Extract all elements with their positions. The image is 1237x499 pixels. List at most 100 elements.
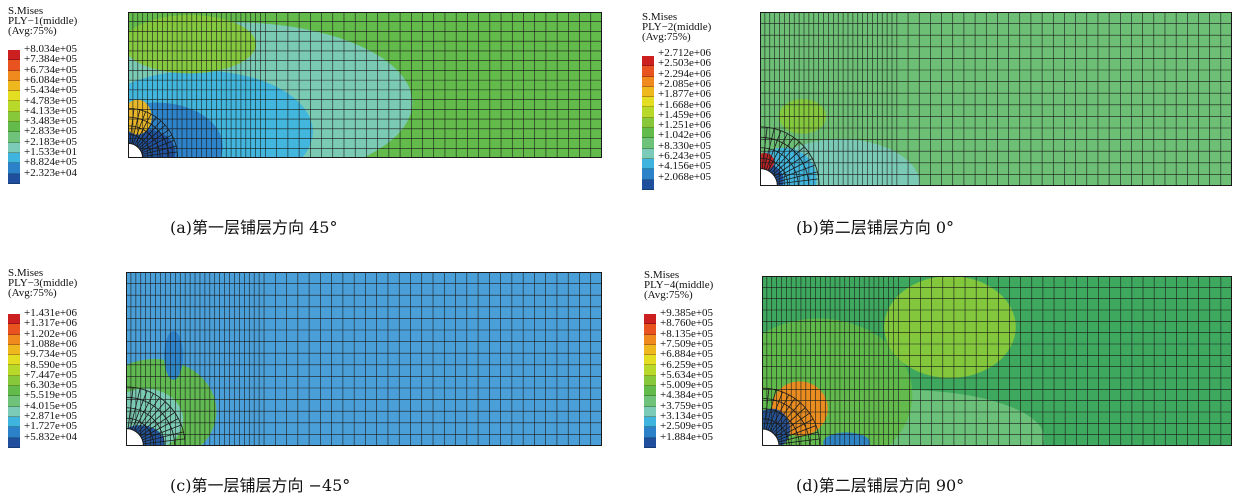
caption: (d)第二层铺层方向 90° xyxy=(796,476,965,495)
legend-color-swatch xyxy=(642,66,654,77)
legend-value: +4.384e+05 xyxy=(660,389,714,402)
legend-title-line: (Avg:75%) xyxy=(8,25,57,37)
legend-value: +1.727e+05 xyxy=(24,420,78,433)
stress-contour-mesh xyxy=(128,12,602,158)
legend-color-swatch xyxy=(8,101,20,112)
legend-title-line: PLY−1(middle) xyxy=(8,15,78,27)
mesh-grid xyxy=(128,12,602,158)
legend-color-swatch xyxy=(642,107,654,118)
legend-color-swatch xyxy=(8,60,20,71)
legend-color-swatch xyxy=(8,355,20,366)
legend-value: +6.884e+05 xyxy=(660,348,714,361)
legend-value: +1.431e+06 xyxy=(24,307,78,319)
legend-color-swatch xyxy=(8,416,20,428)
legend-value: +8.034e+05 xyxy=(24,43,78,55)
legend-title-line: S.Mises xyxy=(644,269,680,281)
legend-color-swatch xyxy=(642,76,654,87)
legend-color-swatch xyxy=(642,138,654,149)
legend-color-swatch xyxy=(644,375,656,387)
mesh-grid xyxy=(126,272,602,446)
legend-value: +1.317e+06 xyxy=(24,317,78,330)
legend-value: +2.871e+05 xyxy=(24,410,78,422)
legend-color-swatch xyxy=(8,314,20,325)
legend-color-swatch xyxy=(8,173,20,184)
legend-value: +6.084e+05 xyxy=(24,73,78,86)
legend-value: +4.783e+05 xyxy=(24,94,78,107)
legend-color-swatch xyxy=(644,344,656,356)
legend-title-line: (Avg:75%) xyxy=(644,289,693,301)
legend: S.Mises PLY−4(middle) (Avg:75%) +9.385e+… xyxy=(644,269,714,448)
legend-color-swatch xyxy=(642,117,654,129)
legend-value: +1.251e+06 xyxy=(658,119,712,132)
stress-contour-mesh xyxy=(126,272,602,446)
legend-value: +6.259e+05 xyxy=(660,358,714,371)
legend-value: +8.135e+05 xyxy=(660,327,714,340)
color-scale-bar xyxy=(8,50,20,184)
legend-title-line: S.Mises xyxy=(8,267,44,279)
legend-value: +4.156e+05 xyxy=(658,160,712,173)
legend-color-swatch xyxy=(642,148,654,159)
legend-color-swatch xyxy=(8,142,20,153)
legend-color-swatch xyxy=(8,132,20,143)
legend-color-swatch xyxy=(8,50,20,61)
legend-value: +3.134e+05 xyxy=(660,410,714,422)
legend-value: +8.330e+05 xyxy=(658,139,712,152)
legend-color-swatch xyxy=(644,365,656,376)
caption: (b)第二层铺层方向 0° xyxy=(796,218,954,237)
legend-value: +5.009e+05 xyxy=(660,379,714,392)
legend-color-swatch xyxy=(8,70,20,81)
legend: S.Mises PLY−3(middle) (Avg:75%) +1.431e+… xyxy=(8,267,77,448)
mesh-grid xyxy=(762,276,1232,446)
legend-color-swatch xyxy=(8,111,20,123)
legend-color-swatch xyxy=(642,86,654,98)
legend-color-swatch xyxy=(8,163,20,174)
legend-value: +2.509e+05 xyxy=(660,420,714,433)
legend-value: +1.088e+06 xyxy=(24,337,78,350)
legend-value: +1.202e+06 xyxy=(24,327,78,340)
legend-color-swatch xyxy=(644,427,656,438)
legend-title-line: PLY−4(middle) xyxy=(644,279,714,291)
legend-value: +2.833e+05 xyxy=(24,125,78,138)
legend-color-swatch xyxy=(8,386,20,397)
legend-color-swatch xyxy=(644,437,656,448)
legend-color-swatch xyxy=(644,416,656,428)
legend: S.Mises PLY−1(middle) (Avg:75%) +8.034e+… xyxy=(8,5,78,184)
legend-color-swatch xyxy=(8,406,20,417)
legend-color-swatch xyxy=(644,355,656,366)
legend-value: +6.243e+05 xyxy=(658,150,712,162)
hole-cutout xyxy=(126,428,144,446)
legend-color-swatch xyxy=(644,406,656,417)
stress-contour-mesh xyxy=(762,276,1232,446)
legend-color-swatch xyxy=(642,128,654,139)
legend-color-swatch xyxy=(642,179,654,190)
mesh-border xyxy=(760,12,1232,186)
mesh-border xyxy=(762,276,1232,446)
legend-value: +3.759e+05 xyxy=(660,399,714,412)
legend-value: +1.668e+06 xyxy=(658,98,712,111)
legend-color-swatch xyxy=(644,314,656,325)
legend-color-swatch xyxy=(644,386,656,397)
mesh-border xyxy=(128,12,602,158)
legend-value: +4.133e+05 xyxy=(24,104,78,117)
legend-value: +5.832e+04 xyxy=(24,430,78,443)
legend-value: +8.824e+05 xyxy=(24,156,78,169)
color-scale-bar xyxy=(8,314,20,448)
legend-value: +2.712e+06 xyxy=(658,47,712,59)
caption: (c)第一层铺层方向 −45° xyxy=(170,476,351,495)
legend-color-swatch xyxy=(8,437,20,448)
legend-value: +2.294e+06 xyxy=(658,67,712,80)
legend-value: +4.015e+05 xyxy=(24,399,78,412)
legend-value: +8.760e+05 xyxy=(660,317,714,330)
legend-value: +8.590e+05 xyxy=(24,358,78,371)
color-scale-bar xyxy=(644,314,656,448)
legend-color-swatch xyxy=(644,324,656,335)
stress-contour xyxy=(884,276,1016,378)
legend-title-line: (Avg:75%) xyxy=(642,31,691,43)
legend-color-swatch xyxy=(8,365,20,376)
legend-title-line: S.Mises xyxy=(8,5,44,17)
legend-color-swatch xyxy=(644,334,656,345)
legend-color-swatch xyxy=(8,344,20,356)
legend-value: +6.734e+05 xyxy=(24,63,78,76)
stress-contour-mesh xyxy=(760,12,1232,186)
legend-color-swatch xyxy=(8,396,20,407)
